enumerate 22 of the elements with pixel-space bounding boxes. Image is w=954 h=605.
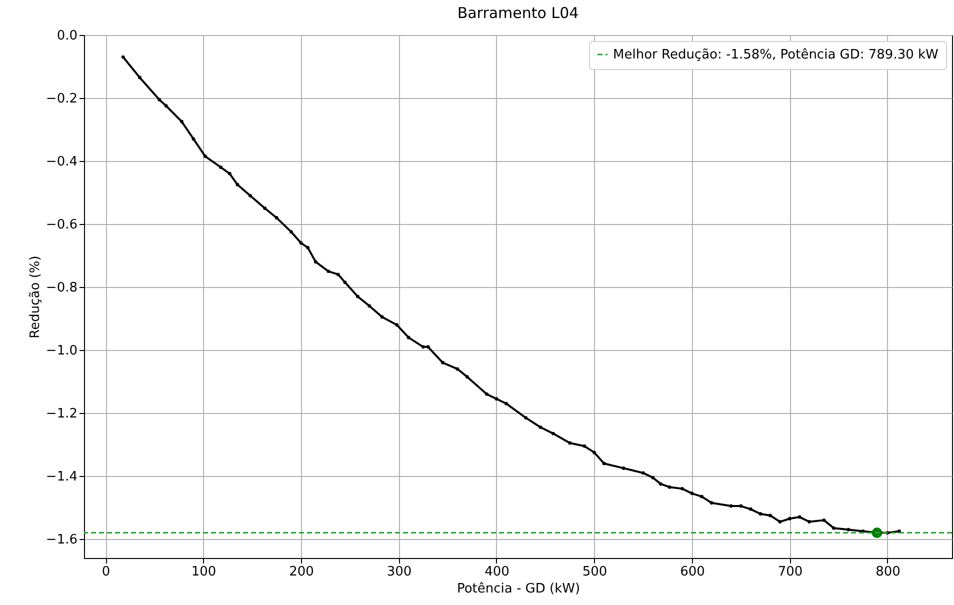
- y-tick-label: −0.4: [46, 154, 78, 170]
- x-tick-label: 500: [582, 564, 608, 580]
- x-tick-label: 0: [102, 564, 110, 580]
- y-tick-label: −0.6: [46, 218, 78, 233]
- y-tick-label: −1.4: [46, 470, 78, 485]
- x-tick-label: 200: [289, 564, 314, 580]
- y-tick-label: −0.8: [46, 280, 78, 296]
- x-tick-label: 700: [778, 564, 803, 580]
- chart-title: Barramento L04: [457, 4, 579, 22]
- y-tick-label: −1.6: [46, 532, 78, 548]
- legend-label: Melhor Redução: -1.58%, Potência GD: 789.30 kW: [613, 48, 939, 62]
- y-tick-label: −1.2: [46, 406, 78, 422]
- x-tick-label: 300: [386, 564, 412, 580]
- y-tick-label: −0.2: [46, 92, 78, 107]
- x-axis-title: Potência - GD (kW): [456, 582, 580, 596]
- x-tick-label: 600: [680, 564, 705, 580]
- y-axis-title: Redução (%): [28, 256, 43, 338]
- x-tick-label: 800: [876, 564, 900, 580]
- y-tick-label: −1.0: [46, 344, 78, 359]
- x-tick-label: 400: [484, 564, 510, 580]
- x-tick-label: 100: [191, 564, 216, 580]
- y-tick-label: 0.0: [56, 28, 78, 44]
